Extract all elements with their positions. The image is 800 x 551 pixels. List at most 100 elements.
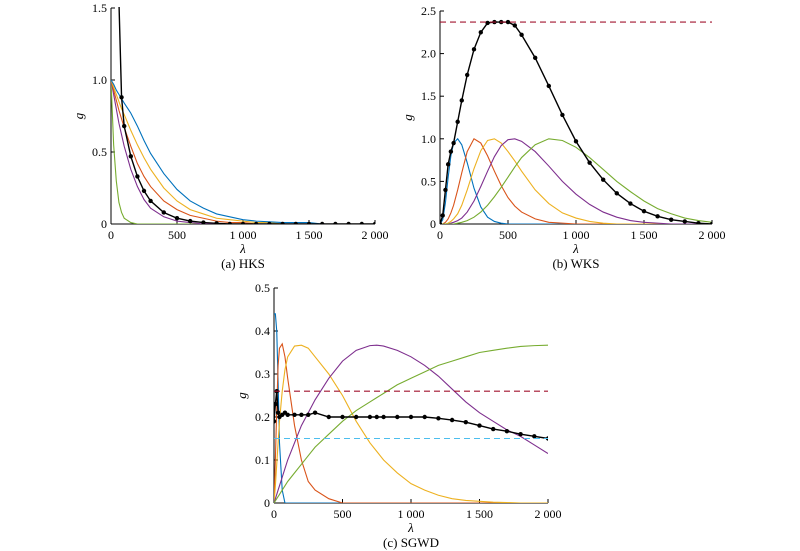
panel-wks: 0 0.5 1.0 1.5 2.0 2.5 0 500 1 000 1 500 2 000 g λ(b)… bbox=[400, 4, 726, 271]
y-tick-label: 0 bbox=[101, 217, 107, 231]
x-tick-label: 500 bbox=[334, 507, 352, 521]
blue-series-line bbox=[274, 313, 548, 503]
x-tick-label: 1 000 bbox=[563, 228, 590, 242]
data-point-marker bbox=[128, 154, 133, 159]
data-point-marker bbox=[546, 83, 551, 89]
data-point-marker bbox=[227, 221, 232, 224]
data-point-marker bbox=[504, 428, 510, 434]
data-point-marker bbox=[267, 221, 272, 224]
data-point-marker bbox=[641, 209, 647, 214]
data-point-marker bbox=[312, 410, 318, 415]
data-point-marker bbox=[512, 23, 517, 28]
y-tick-label: 0.5 bbox=[255, 281, 270, 295]
data-point-marker bbox=[285, 412, 290, 418]
data-point-marker bbox=[135, 174, 140, 179]
data-point-marker bbox=[381, 414, 386, 420]
purple-series-line bbox=[440, 138, 712, 224]
green-series-line bbox=[274, 344, 548, 503]
data-point-marker bbox=[560, 112, 565, 118]
data-point-marker bbox=[440, 221, 443, 224]
data-point-marker bbox=[471, 47, 477, 52]
data-point-marker bbox=[280, 221, 285, 224]
data-point-marker bbox=[293, 221, 298, 224]
y-tick-label: 0.5 bbox=[92, 145, 107, 159]
data-point-marker bbox=[275, 410, 281, 415]
data-point-marker bbox=[477, 423, 482, 428]
data-point-marker bbox=[669, 217, 674, 222]
data-point-marker bbox=[478, 30, 483, 35]
data-point-marker bbox=[491, 426, 496, 432]
x-tick-label: 500 bbox=[168, 228, 186, 242]
data-point-marker bbox=[122, 123, 127, 129]
y-tick-label: 1.5 bbox=[421, 89, 436, 103]
x-axis-title: λ bbox=[572, 241, 579, 256]
panel-caption: (a) HKS bbox=[221, 256, 265, 271]
data-point-marker bbox=[628, 201, 633, 206]
data-point-marker bbox=[518, 432, 523, 437]
data-point-marker bbox=[463, 419, 468, 425]
black-series-line bbox=[118, 7, 375, 224]
data-point-marker bbox=[188, 218, 193, 224]
x-tick-label: 2 000 bbox=[535, 507, 562, 521]
y-axis-title: g bbox=[400, 114, 415, 121]
x-tick-label: 1 000 bbox=[398, 507, 425, 521]
data-point-marker bbox=[292, 412, 297, 418]
data-point-marker bbox=[395, 414, 400, 420]
data-point-marker bbox=[422, 414, 427, 420]
data-point-marker bbox=[519, 32, 524, 38]
data-point-marker bbox=[573, 139, 579, 144]
x-tick-label: 0 bbox=[108, 228, 114, 242]
data-point-marker bbox=[359, 221, 364, 224]
data-point-marker bbox=[449, 417, 455, 423]
purple-series-line bbox=[111, 79, 375, 224]
y-axis-title: g bbox=[71, 112, 86, 119]
x-tick-label: 2 000 bbox=[362, 228, 389, 242]
data-point-marker bbox=[443, 187, 448, 193]
y-tick-label: 2.5 bbox=[421, 4, 436, 18]
data-point-marker bbox=[451, 140, 456, 146]
data-point-marker bbox=[440, 213, 445, 218]
x-tick-label: 0 bbox=[271, 507, 277, 521]
yellow-series-line bbox=[440, 138, 712, 224]
data-point-marker bbox=[367, 414, 373, 420]
data-point-marker bbox=[119, 95, 124, 100]
y-tick-label: 1.5 bbox=[92, 1, 107, 15]
panel-caption: (c) SGWD bbox=[383, 535, 439, 550]
data-point-marker bbox=[374, 414, 379, 420]
data-point-marker bbox=[682, 219, 687, 224]
data-point-marker bbox=[709, 221, 712, 224]
y-tick-label: 0 bbox=[264, 496, 270, 510]
x-axis-title: λ bbox=[239, 241, 246, 256]
y-tick-label: 0.1 bbox=[255, 453, 270, 467]
data-point-marker bbox=[306, 221, 312, 224]
data-point-marker bbox=[174, 216, 180, 221]
data-point-marker bbox=[485, 20, 490, 26]
data-point-marker bbox=[299, 412, 304, 418]
x-tick-label: 500 bbox=[499, 228, 517, 242]
data-point-marker bbox=[448, 149, 454, 154]
data-point-marker bbox=[148, 198, 153, 204]
data-point-marker bbox=[240, 221, 246, 224]
green-series-line bbox=[111, 79, 375, 224]
data-point-marker bbox=[320, 221, 325, 224]
data-point-marker bbox=[254, 221, 259, 224]
data-point-marker bbox=[333, 221, 338, 224]
data-point-marker bbox=[601, 177, 606, 182]
data-point-marker bbox=[141, 188, 147, 194]
plot-area bbox=[440, 19, 712, 224]
data-point-marker bbox=[587, 160, 592, 165]
y-tick-label: 0.2 bbox=[255, 410, 270, 424]
y-tick-label: 1.0 bbox=[92, 73, 107, 87]
data-point-marker bbox=[354, 414, 359, 420]
y-tick-label: 0.3 bbox=[255, 367, 270, 381]
y-axis-title: g bbox=[234, 392, 249, 399]
data-point-marker bbox=[274, 419, 277, 424]
x-axis-title: λ bbox=[407, 520, 414, 535]
data-point-marker bbox=[455, 119, 460, 124]
x-tick-label: 2 000 bbox=[699, 228, 726, 242]
data-point-marker bbox=[436, 416, 441, 421]
data-point-marker bbox=[201, 220, 206, 224]
y-tick-label: 0.4 bbox=[255, 324, 270, 338]
plot-area bbox=[111, 7, 375, 224]
